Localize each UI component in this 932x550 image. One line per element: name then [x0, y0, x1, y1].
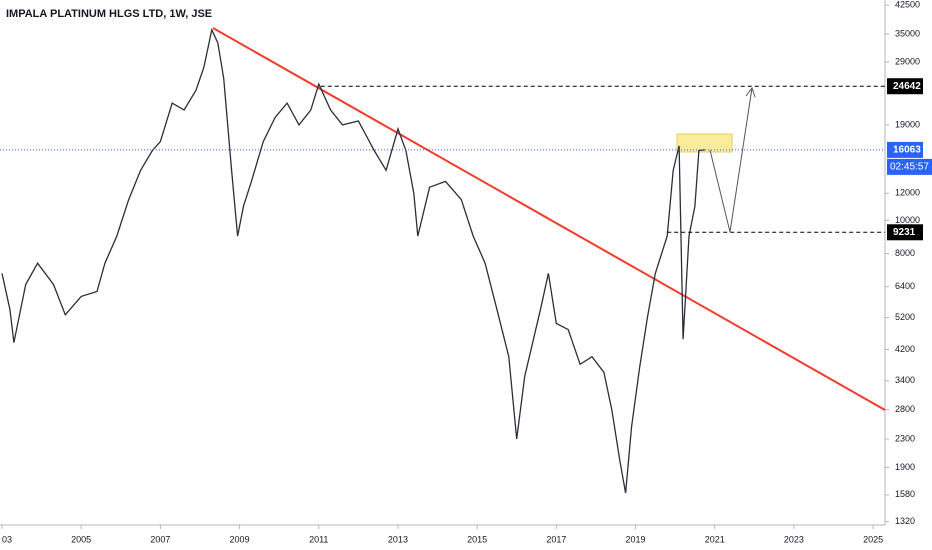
price-label-bg [887, 224, 923, 241]
y-tick-label: 12000 [895, 188, 920, 198]
x-tick-label: 2011 [309, 534, 328, 544]
x-tick-label: 2019 [626, 534, 646, 544]
x-tick-label: 2015 [467, 534, 487, 544]
y-tick-label: 1320 [895, 516, 915, 526]
arrow-head [745, 86, 756, 98]
y-tick-label: 10000 [895, 215, 920, 225]
price-label-bg [887, 141, 923, 158]
x-tick-label: 2021 [705, 534, 725, 544]
projection-arrow [709, 87, 753, 233]
price-label: 16063 [893, 145, 921, 156]
x-tick-label: 2023 [784, 534, 804, 544]
countdown: 02:45:57 [890, 162, 929, 173]
x-tick-label: 2017 [546, 534, 566, 544]
y-tick-label: 1900 [895, 462, 915, 472]
y-tick-label: 4200 [895, 344, 915, 354]
price-line [1, 27, 705, 494]
y-tick-label: 1580 [895, 489, 915, 499]
price-label: 9231 [893, 227, 916, 238]
y-tick-label: 3400 [895, 375, 915, 385]
price-label: 24642 [893, 81, 921, 92]
y-tick-label: 5200 [895, 312, 915, 322]
x-tick-label: 2013 [388, 534, 408, 544]
countdown-bg [887, 158, 932, 175]
trend-line [212, 27, 886, 411]
x-tick-label: 03 [2, 534, 12, 544]
x-tick-label: 2005 [71, 534, 91, 544]
y-tick-label: 2300 [895, 433, 915, 443]
x-tick-label: 2007 [150, 534, 170, 544]
y-tick-label: 42500 [895, 0, 920, 10]
chart-title: IMPALA PLATINUM HLGS LTD, 1W, JSE [6, 8, 212, 20]
highlight-box [676, 133, 733, 153]
price-label-bg [887, 78, 923, 95]
y-tick-label: 29000 [895, 56, 920, 66]
y-tick-label: 35000 [895, 28, 920, 38]
y-tick-label: 6400 [895, 281, 915, 291]
x-tick-label: 2025 [863, 534, 883, 544]
y-tick-label: 8000 [895, 248, 915, 258]
y-tick-label: 19000 [895, 119, 920, 129]
x-tick-label: 2009 [230, 534, 250, 544]
y-tick-label: 2800 [895, 404, 915, 414]
